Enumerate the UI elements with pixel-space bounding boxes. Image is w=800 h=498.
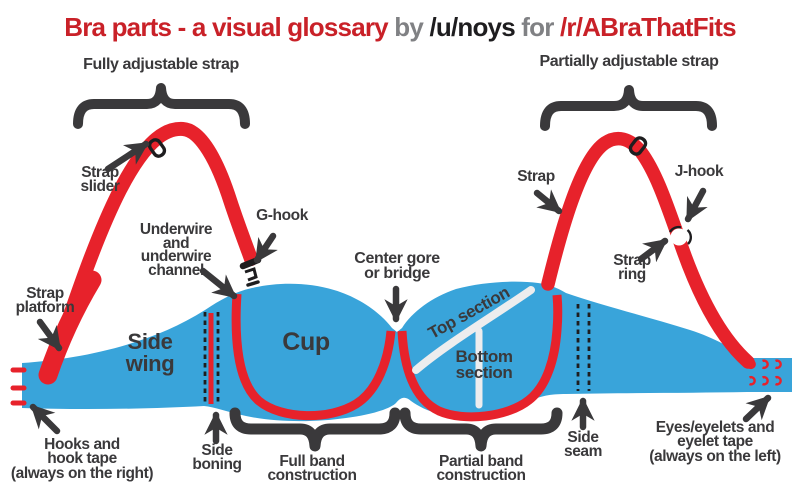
j-hook-arrow	[684, 187, 708, 223]
label-partially-adjustable-strap: Partially adjustable strap	[539, 53, 719, 70]
hook-tape-hooks	[10, 367, 27, 406]
g-hook-arrow	[253, 232, 278, 264]
strap-platform-arrow	[36, 318, 63, 352]
label-side-boning: Side boning	[192, 442, 242, 474]
j-hook-strap-ring	[668, 225, 693, 246]
strap-platform-piece	[38, 270, 102, 385]
eyelets-arrow	[742, 394, 772, 423]
hooks-arrow	[29, 403, 61, 435]
underwire-channel-arrow	[199, 267, 238, 300]
partially-adjustable-brace	[540, 85, 717, 131]
label-center-gore: Center gore or bridge	[354, 250, 440, 282]
label-side-seam: Side seam	[563, 429, 603, 461]
label-strap-platform: Strap platform	[15, 285, 75, 317]
label-bottom-section: Bottom section	[455, 347, 513, 382]
label-full-band: Full band construction	[267, 453, 357, 485]
right-underwire	[397, 294, 563, 422]
title-for: for	[514, 12, 560, 42]
title-subreddit: /r/ABraThatFits	[559, 12, 737, 42]
left-strap-slider	[147, 138, 167, 158]
strap-arrow	[533, 189, 563, 215]
label-strap: Strap	[517, 168, 555, 185]
label-j-hook: J-hook	[674, 163, 724, 180]
left-underwire	[231, 293, 396, 421]
label-eyelets: Eyes/eyelets and eyelet tape (always on …	[649, 419, 781, 465]
page-title: Bra parts - a visual glossary by /u/noys…	[64, 12, 736, 43]
label-strap-ring: Strap ring	[613, 252, 651, 284]
right-strap-slider	[628, 136, 648, 156]
partial-band-brace	[399, 407, 563, 452]
top-section-seam	[412, 286, 535, 374]
full-band-brace	[229, 407, 401, 452]
label-g-hook: G-hook	[256, 207, 308, 224]
title-main: Bra parts - a visual glossary	[64, 12, 388, 42]
label-underwire-channel: Underwire and underwire channel	[139, 221, 213, 279]
label-fully-adjustable-strap: Fully adjustable strap	[83, 56, 239, 73]
strap-ring-arrow	[637, 237, 669, 263]
label-side-wing: Side wing	[125, 329, 175, 376]
label-hooks-hook-tape: Hooks and hook tape (always on the right…	[10, 436, 154, 482]
g-hook	[244, 267, 260, 287]
eyelet-tape-eyelets	[748, 359, 782, 386]
title-by: by	[387, 12, 430, 42]
strap-slider-arrow	[104, 140, 150, 173]
fully-adjustable-brace	[73, 83, 250, 129]
title-username: /u/noys	[429, 12, 515, 42]
label-strap-slider: Strap slider	[80, 164, 120, 196]
label-cup: Cup	[282, 328, 330, 356]
label-partial-band: Partial band construction	[436, 453, 526, 485]
